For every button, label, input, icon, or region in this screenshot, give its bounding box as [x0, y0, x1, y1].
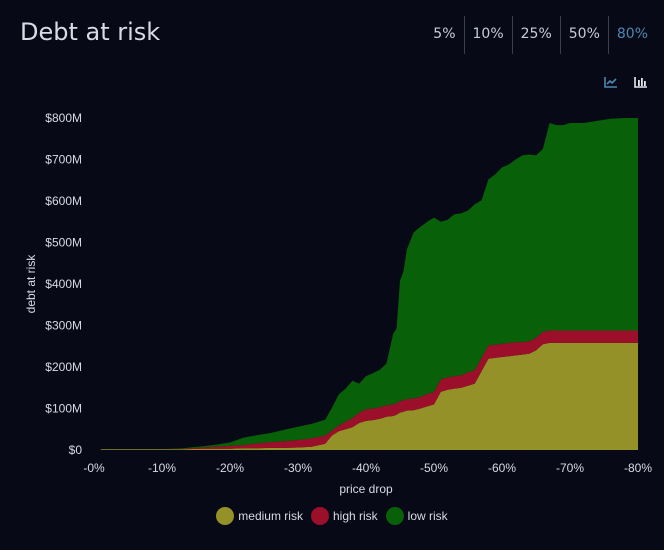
x-tick-label: -20% — [216, 461, 244, 475]
tab-5[interactable]: 5% — [433, 26, 456, 42]
area-high-risk — [100, 330, 639, 450]
tab-50[interactable]: 50% — [559, 16, 608, 54]
y-tick-label: $400M — [45, 277, 82, 291]
area-low-risk — [100, 118, 639, 450]
chart-toolbar — [604, 76, 648, 88]
tab-25[interactable]: 25% — [511, 16, 560, 54]
x-tick-label: -70% — [556, 461, 584, 475]
legend-label: medium risk — [238, 509, 303, 523]
x-tick-label: -10% — [148, 461, 176, 475]
timeframe-tabs: 5% 10% 25% 50% 80% — [425, 16, 656, 54]
legend-item-medium-risk[interactable]: medium risk — [216, 507, 303, 525]
y-tick-label: $300M — [45, 319, 82, 333]
high-risk-swatch — [310, 507, 329, 525]
x-tick-label: -60% — [488, 461, 516, 475]
chart-legend: medium risk high risk low risk — [0, 507, 664, 525]
y-tick-label: $200M — [45, 360, 82, 374]
stacked-areas — [100, 118, 639, 450]
medium-risk-swatch — [216, 507, 235, 525]
legend-item-low-risk[interactable]: low risk — [385, 507, 448, 525]
y-tick-label: $0 — [69, 443, 83, 457]
x-tick-label: -50% — [420, 461, 448, 475]
y-axis-label: debt at risk — [24, 254, 38, 314]
x-tick-label: -30% — [284, 461, 312, 475]
low-risk-swatch — [385, 507, 404, 525]
y-axis-ticks: $0 $100M $200M $300M $400M $500M $600M $700M $80… — [45, 111, 82, 457]
page-title: Debt at risk — [20, 18, 161, 46]
tab-10[interactable]: 10% — [463, 16, 512, 54]
y-tick-label: $800M — [45, 111, 82, 125]
y-tick-label: $700M — [45, 153, 82, 167]
tab-80[interactable]: 80% — [607, 16, 656, 54]
legend-label: high risk — [332, 509, 378, 523]
x-axis-label: price drop — [339, 482, 393, 496]
area-medium-risk — [100, 342, 639, 450]
legend-label: low risk — [407, 509, 448, 523]
line-chart-icon[interactable] — [604, 76, 618, 88]
bar-chart-icon[interactable] — [634, 76, 648, 88]
x-tick-label: -40% — [352, 461, 380, 475]
y-tick-label: $600M — [45, 194, 82, 208]
x-axis-ticks: -0% -10% -20% -30% -40% -50% -60% -70% -80% — [83, 461, 652, 475]
x-tick-label: -80% — [624, 461, 652, 475]
y-tick-label: $100M — [45, 402, 82, 416]
legend-item-high-risk[interactable]: high risk — [310, 507, 378, 525]
y-tick-label: $500M — [45, 236, 82, 250]
x-tick-label: -0% — [83, 461, 105, 475]
